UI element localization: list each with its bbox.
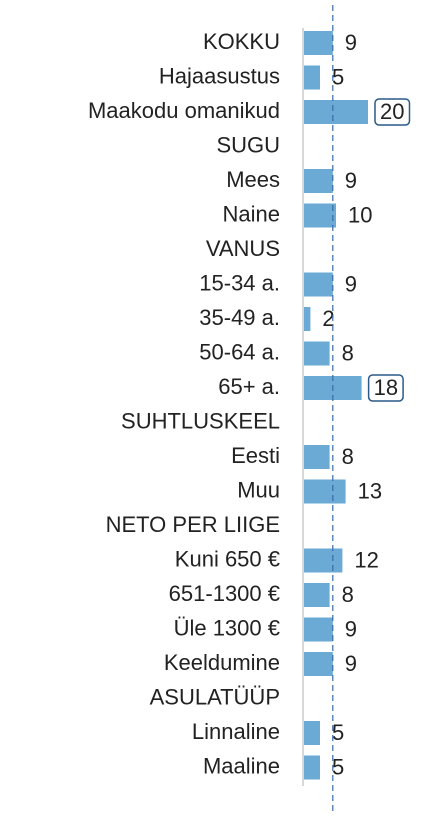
category-label: 50-64 a. <box>199 339 280 364</box>
bar <box>304 445 330 469</box>
value-label: 9 <box>345 271 357 296</box>
category-label: 15-34 a. <box>199 270 280 295</box>
highlight-box <box>367 374 404 402</box>
value-label: 8 <box>342 340 354 365</box>
category-label: VANUS <box>206 236 280 261</box>
value-label: 12 <box>354 547 378 572</box>
category-label: NETO PER LIIGE <box>106 512 280 537</box>
bar <box>304 583 330 607</box>
bar <box>304 755 320 780</box>
bar <box>304 479 346 504</box>
value-label: 2 <box>322 306 334 331</box>
category-label: Üle 1300 € <box>174 615 280 640</box>
category-label: Muu <box>237 477 280 502</box>
bar <box>304 272 333 297</box>
bar <box>304 548 343 573</box>
category-label: Keeldumine <box>164 650 280 675</box>
category-label: 651-1300 € <box>169 581 280 606</box>
value-label: 5 <box>332 754 344 779</box>
highlight-box <box>374 98 411 126</box>
category-label: Naine <box>223 201 280 226</box>
value-label: 9 <box>345 616 357 641</box>
value-label: 9 <box>345 651 357 676</box>
category-label: 35-49 a. <box>199 305 280 330</box>
category-label: Linnaline <box>192 719 280 744</box>
category-label: KOKKU <box>203 29 280 54</box>
value-label: 20 <box>380 99 404 124</box>
category-label: Kuni 650 € <box>175 546 280 571</box>
value-label: 13 <box>358 478 382 503</box>
category-label: Maaline <box>203 753 280 778</box>
value-label: 8 <box>342 444 354 469</box>
value-label: 9 <box>345 30 357 55</box>
bar <box>304 617 333 642</box>
bar <box>304 307 311 331</box>
bar <box>304 652 333 676</box>
bar <box>304 65 320 90</box>
bar <box>304 721 320 745</box>
category-label: Mees <box>226 167 280 192</box>
category-label: SUGU <box>216 132 280 157</box>
bar <box>304 203 336 228</box>
value-label: 10 <box>348 202 372 227</box>
bar <box>304 31 333 55</box>
bar <box>304 169 333 193</box>
value-label: 18 <box>374 375 398 400</box>
category-label: Maakodu omanikud <box>88 98 280 123</box>
bar <box>304 341 330 366</box>
value-label: 5 <box>332 720 344 745</box>
category-label: SUHTLUSKEEL <box>121 408 280 433</box>
bar <box>304 100 368 124</box>
category-label: Hajaasustus <box>159 63 280 88</box>
value-label: 9 <box>345 168 357 193</box>
value-label: 8 <box>342 582 354 607</box>
category-label: 65+ a. <box>218 374 280 399</box>
category-label: Eesti <box>231 443 280 468</box>
value-label: 5 <box>332 64 344 89</box>
category-label: ASULATÜÜP <box>150 684 280 709</box>
